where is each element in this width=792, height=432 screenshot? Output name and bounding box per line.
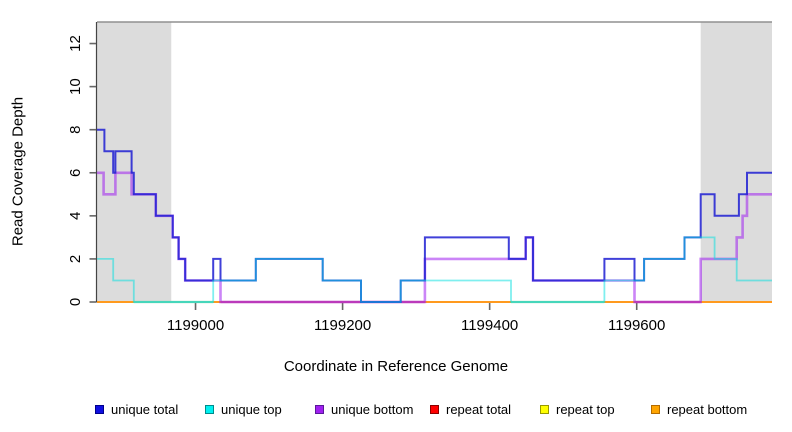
legend-swatch-unique-bottom: [315, 404, 324, 414]
legend-item-unique-top: unique top: [205, 401, 282, 417]
legend-label: repeat total: [446, 401, 512, 417]
legend-item-repeat-top: repeat top: [540, 401, 615, 417]
y-tick-label: 4: [67, 212, 84, 220]
y-tick-label: 12: [67, 35, 84, 52]
y-tick-label: 10: [67, 78, 84, 95]
legend-item-unique-total: unique total: [95, 401, 178, 417]
legend-label: unique top: [221, 401, 282, 417]
y-axis-title: Read Coverage Depth: [9, 96, 27, 247]
legend-label: repeat bottom: [667, 401, 748, 417]
y-tick-label: 6: [67, 169, 84, 177]
legend-item-repeat-bottom: repeat bottom: [651, 401, 747, 417]
y-tick-label: 8: [67, 126, 84, 134]
legend-label: unique bottom: [331, 401, 414, 417]
series-unique-total-line: [97, 128, 772, 303]
legend-swatch-unique-top: [205, 404, 214, 414]
series-unique-top-line: [97, 236, 772, 303]
legend-item-repeat-total: repeat total: [430, 401, 511, 417]
left-masked-region: [97, 22, 172, 302]
x-axis-title: Coordinate in Reference Genome: [283, 358, 509, 375]
y-tick-label: 0: [67, 298, 84, 306]
y-tick-label: 2: [67, 255, 84, 263]
x-tick-label: 1199200: [314, 317, 371, 334]
legend-label: repeat top: [556, 401, 615, 417]
legend-item-unique-bottom: unique bottom: [315, 401, 413, 417]
legend-swatch-unique-total: [95, 404, 104, 414]
legend-swatch-repeat-total: [430, 404, 439, 414]
coverage-plot-canvas: 1199000 1199200 1199400 1199600 0 2 4 6 8 10 12: [67, 21, 772, 334]
legend-swatch-repeat-top: [540, 404, 549, 414]
x-tick-label: 1199600: [608, 317, 665, 334]
x-tick-label: 1199000: [167, 317, 224, 334]
x-tick-label: 1199400: [461, 317, 518, 334]
legend-swatch-repeat-bottom: [651, 404, 660, 414]
series-unique-bottom-line: [97, 171, 772, 304]
legend-label: unique total: [111, 401, 179, 417]
